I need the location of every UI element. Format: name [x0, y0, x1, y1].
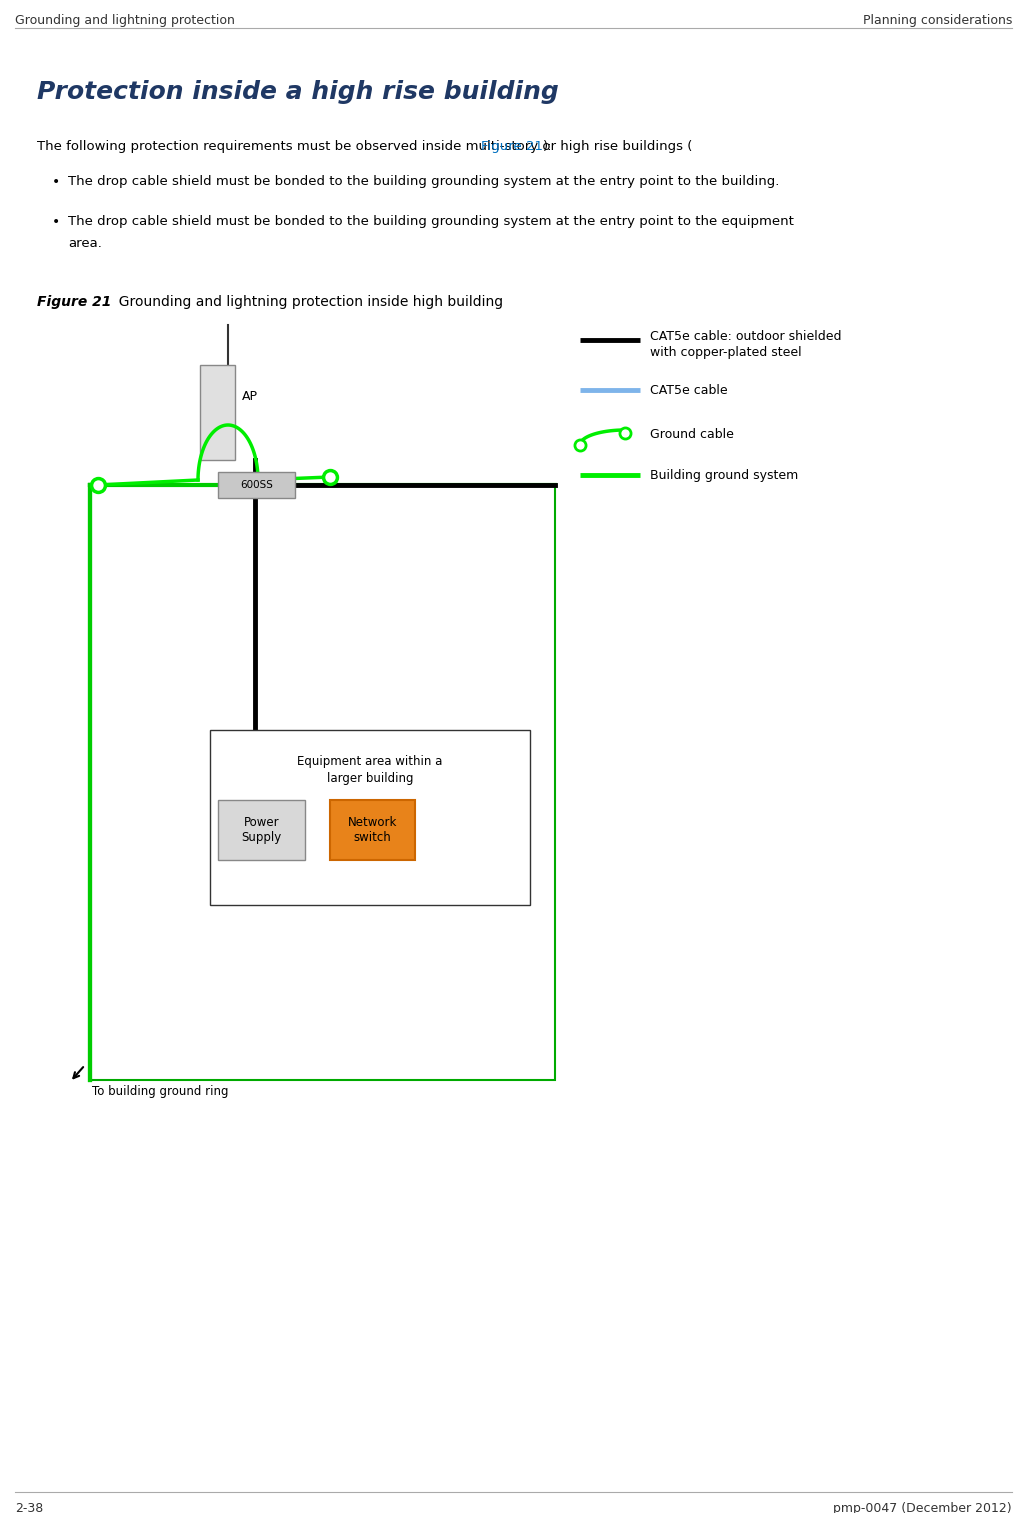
- Text: Protection inside a high rise building: Protection inside a high rise building: [37, 80, 559, 104]
- Text: The drop cable shield must be bonded to the building grounding system at the ent: The drop cable shield must be bonded to …: [68, 176, 779, 188]
- Text: Figure 21: Figure 21: [481, 141, 543, 153]
- Bar: [200, 365, 235, 460]
- Text: The following protection requirements must be observed inside multi-story or hig: The following protection requirements mu…: [37, 141, 692, 153]
- Text: Equipment area within a: Equipment area within a: [297, 755, 443, 769]
- Text: To building ground ring: To building ground ring: [92, 1085, 228, 1098]
- Bar: [90, 486, 555, 1080]
- Bar: [330, 800, 415, 859]
- Text: The drop cable shield must be bonded to the building grounding system at the ent: The drop cable shield must be bonded to …: [68, 215, 794, 228]
- Text: pmp-0047 (December 2012): pmp-0047 (December 2012): [833, 1502, 1012, 1513]
- Text: Building ground system: Building ground system: [650, 469, 798, 483]
- Text: AP: AP: [242, 390, 258, 402]
- Text: •: •: [52, 176, 61, 189]
- Text: with copper-plated steel: with copper-plated steel: [650, 346, 802, 359]
- Text: Network
switch: Network switch: [348, 816, 397, 844]
- Text: •: •: [52, 215, 61, 228]
- Text: 2-38: 2-38: [15, 1502, 43, 1513]
- Text: Ground cable: Ground cable: [650, 428, 734, 440]
- Text: larger building: larger building: [327, 772, 413, 785]
- Text: Grounding and lightning protection: Grounding and lightning protection: [15, 14, 235, 27]
- Text: Power
Supply: Power Supply: [241, 816, 281, 844]
- Text: CAT5e cable: CAT5e cable: [650, 384, 727, 396]
- Bar: [218, 800, 305, 859]
- Text: CAT5e cable: outdoor shielded: CAT5e cable: outdoor shielded: [650, 330, 841, 343]
- Text: area.: area.: [68, 238, 102, 250]
- Text: Planning considerations: Planning considerations: [863, 14, 1012, 27]
- Bar: [218, 472, 295, 498]
- Text: Grounding and lightning protection inside high building: Grounding and lightning protection insid…: [110, 295, 503, 309]
- Text: 600SS: 600SS: [240, 480, 273, 490]
- Bar: [210, 729, 530, 905]
- Text: Figure 21: Figure 21: [37, 295, 111, 309]
- Text: ):: ):: [543, 141, 553, 153]
